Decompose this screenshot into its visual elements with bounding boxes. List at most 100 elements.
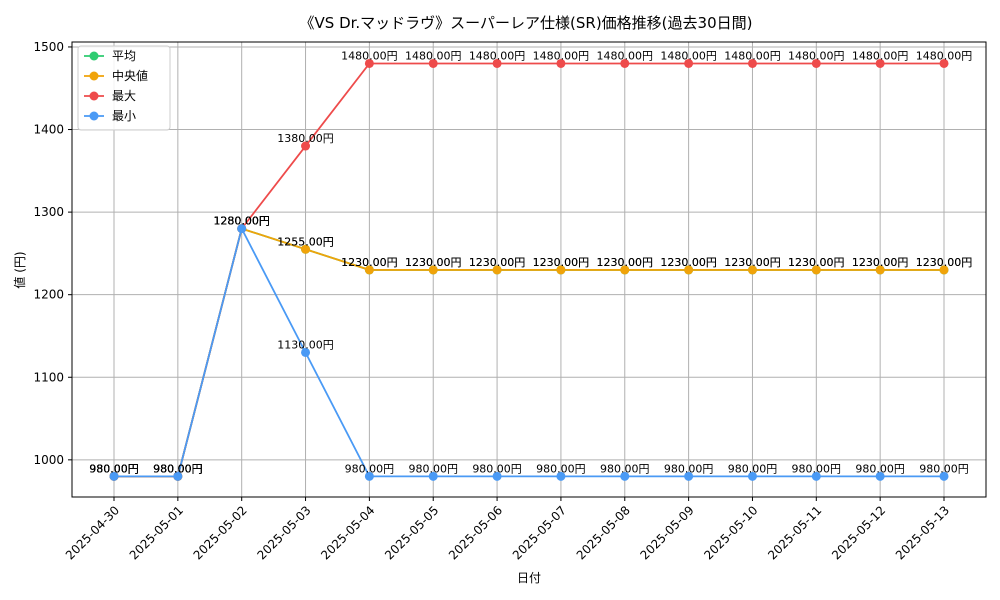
data-label: 1230.00円 (916, 256, 973, 269)
legend-label: 最大 (112, 89, 136, 103)
data-label: 1480.00円 (597, 49, 654, 62)
data-label: 1230.00円 (660, 256, 717, 269)
data-label: 980.00円 (664, 462, 714, 475)
data-label: 980.00円 (153, 462, 203, 475)
data-point (428, 265, 438, 275)
data-point (684, 58, 694, 68)
data-label: 980.00円 (855, 462, 905, 475)
data-label: 1480.00円 (788, 49, 845, 62)
y-axis-label: 値 (円) (12, 251, 27, 288)
data-point (556, 58, 566, 68)
data-label: 1280.00円 (213, 215, 270, 228)
data-point (492, 265, 502, 275)
data-point (237, 224, 247, 234)
data-point (811, 58, 821, 68)
data-label: 1480.00円 (405, 49, 462, 62)
data-label: 1480.00円 (724, 49, 781, 62)
data-point (428, 471, 438, 481)
series-line-3 (114, 226, 944, 478)
data-label: 980.00円 (89, 462, 139, 475)
data-label: 980.00円 (153, 462, 203, 475)
legend-label: 平均 (112, 49, 136, 63)
data-label: 1255.00円 (277, 235, 334, 248)
data-point (684, 265, 694, 275)
data-point (109, 471, 119, 481)
data-point (811, 471, 821, 481)
legend-marker (89, 71, 99, 81)
series-line-2 (114, 62, 944, 478)
data-label: 980.00円 (153, 462, 203, 475)
data-label: 980.00円 (792, 462, 842, 475)
legend-marker (89, 111, 99, 121)
data-point (364, 58, 374, 68)
data-point (364, 265, 374, 275)
data-point (301, 141, 311, 151)
data-point (747, 58, 757, 68)
data-label: 1230.00円 (788, 256, 845, 269)
data-label: 1230.00円 (852, 256, 909, 269)
data-label: 1380.00円 (277, 132, 334, 145)
data-point (747, 265, 757, 275)
data-label: 1230.00円 (341, 256, 398, 269)
data-label: 1230.00円 (597, 256, 654, 269)
series-line-1 (114, 227, 944, 478)
data-point (811, 265, 821, 275)
series-group (109, 58, 949, 481)
legend-label: 中央値 (112, 68, 148, 83)
data-label: 1480.00円 (852, 49, 909, 62)
data-label: 980.00円 (919, 462, 969, 475)
data-label: 1230.00円 (469, 256, 526, 269)
data-label: 1255.00円 (277, 235, 334, 248)
data-point (492, 58, 502, 68)
data-label: 980.00円 (89, 462, 139, 475)
data-label: 980.00円 (600, 462, 650, 475)
data-point (364, 471, 374, 481)
plot-frame (71, 41, 987, 498)
data-label: 980.00円 (89, 462, 139, 475)
data-label: 1230.00円 (724, 256, 781, 269)
y-tick-label: 1300 (33, 205, 64, 219)
x-tick-label: 2025-05-08 (574, 503, 633, 562)
data-label: 980.00円 (536, 462, 586, 475)
data-label: 1280.00円 (213, 215, 270, 228)
data-point (620, 265, 630, 275)
data-label: 1230.00円 (916, 256, 973, 269)
data-label: 1230.00円 (341, 256, 398, 269)
data-point (620, 471, 630, 481)
data-label: 1130.00円 (277, 338, 334, 351)
data-label: 1280.00円 (213, 215, 270, 228)
data-point (301, 347, 311, 357)
x-tick-label: 2025-05-11 (765, 503, 824, 562)
data-label: 1230.00円 (852, 256, 909, 269)
data-point (875, 471, 885, 481)
data-point (173, 471, 183, 481)
chart-title: 《VS Dr.マッドラヴ》スーパーレア仕様(SR)価格推移(過去30日間) (300, 14, 753, 32)
legend-marker (89, 51, 99, 61)
x-axis-label: 日付 (517, 571, 541, 585)
data-label: 1230.00円 (788, 256, 845, 269)
x-tick-label: 2025-05-03 (254, 503, 313, 562)
data-point (556, 265, 566, 275)
data-label: 1230.00円 (405, 256, 462, 269)
legend-label: 最小 (112, 109, 136, 123)
data-label: 980.00円 (153, 462, 203, 475)
data-point (428, 58, 438, 68)
data-label: 980.00円 (728, 462, 778, 475)
data-label: 980.00円 (345, 462, 395, 475)
x-tick-label: 2025-05-06 (446, 503, 505, 562)
x-tick-label: 2025-05-10 (701, 503, 760, 562)
x-tick-label: 2025-05-07 (510, 503, 569, 562)
data-label: 1230.00円 (660, 256, 717, 269)
y-tick-label: 1100 (33, 370, 64, 384)
y-tick-label: 1200 (33, 288, 64, 302)
x-tick-label: 2025-05-05 (382, 503, 441, 562)
x-tick-label: 2025-05-01 (127, 503, 186, 562)
data-label: 980.00円 (472, 462, 522, 475)
data-point (492, 471, 502, 481)
x-tick-label: 2025-05-12 (829, 503, 888, 562)
y-tick-label: 1000 (33, 453, 64, 467)
data-label: 1230.00円 (469, 256, 526, 269)
data-label: 1480.00円 (469, 49, 526, 62)
